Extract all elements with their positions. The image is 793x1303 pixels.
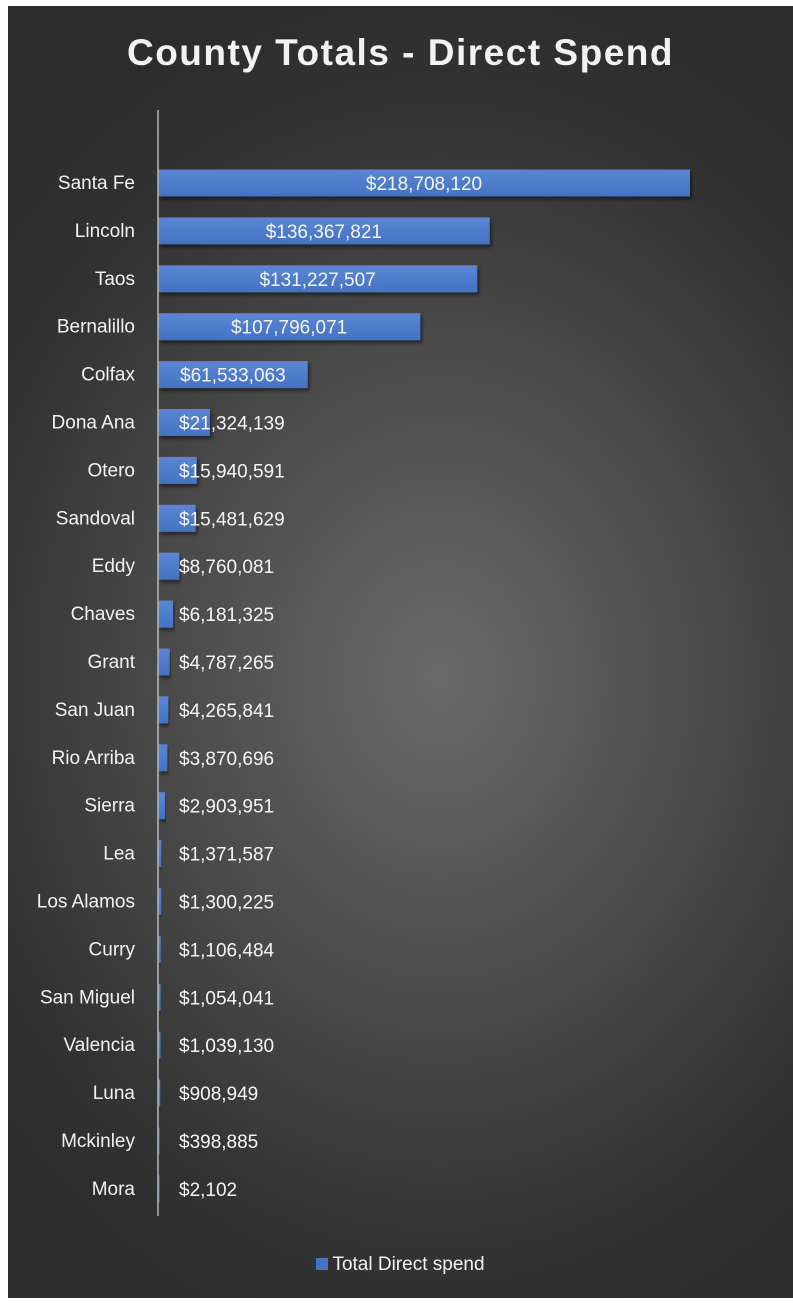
bar	[158, 217, 490, 245]
data-label: $15,940,591	[179, 461, 285, 482]
data-label: $21,324,139	[179, 414, 285, 435]
chart-area: County Totals - Direct Spend Santa Fe $21…	[8, 6, 793, 1298]
bar	[158, 935, 161, 963]
bar	[158, 1031, 161, 1059]
category-label: Valencia	[64, 1035, 136, 1056]
category-label: Colfax	[81, 365, 135, 386]
category-label: Rio Arriba	[52, 748, 136, 769]
category-label: Otero	[87, 460, 135, 481]
category-label: Lea	[103, 844, 135, 865]
category-label: Santa Fe	[58, 173, 135, 194]
bar	[158, 265, 478, 293]
bar	[158, 169, 690, 197]
category-label: Grant	[87, 652, 135, 673]
category-label: Chaves	[71, 604, 135, 625]
bar	[158, 600, 174, 628]
data-label: $107,796,071	[231, 318, 347, 339]
category-label: Mckinley	[61, 1131, 135, 1152]
bar	[158, 983, 161, 1011]
data-label: $4,787,265	[179, 653, 274, 674]
category-label: San Juan	[55, 700, 135, 721]
data-label: $15,481,629	[179, 509, 285, 530]
bar	[158, 552, 180, 580]
legend: Total Direct spend	[8, 1254, 793, 1276]
bar	[158, 1079, 161, 1107]
data-label: $1,039,130	[179, 1036, 274, 1057]
category-label: San Miguel	[40, 987, 135, 1008]
data-label: $1,106,484	[179, 940, 275, 961]
chart-title: County Totals - Direct Spend	[126, 32, 674, 73]
data-label: $908,949	[179, 1084, 258, 1105]
data-label: $1,300,225	[179, 893, 274, 914]
legend-swatch	[316, 1258, 329, 1270]
category-label: Eddy	[92, 556, 136, 577]
data-label: $2,903,951	[179, 797, 274, 818]
data-label: $136,367,821	[266, 222, 382, 243]
bar	[158, 409, 210, 436]
data-label: $4,265,841	[179, 701, 274, 722]
data-label: $398,885	[179, 1132, 258, 1153]
category-label: Los Alamos	[37, 892, 135, 913]
category-label: Luna	[93, 1083, 136, 1104]
category-label: Sandoval	[56, 508, 135, 529]
bar	[158, 840, 162, 868]
bar	[158, 456, 197, 484]
data-label: $2,102	[179, 1180, 237, 1201]
data-label: $1,371,587	[179, 845, 274, 866]
data-label: $61,533,063	[180, 366, 286, 387]
plot-area: Santa Fe $218,708,120 Lincoln $136,367,821 T…	[37, 110, 690, 1216]
data-label: $6,181,325	[179, 605, 274, 626]
data-label: $131,227,507	[259, 270, 375, 291]
category-label: Dona Ana	[52, 413, 136, 434]
category-label: Bernalillo	[57, 317, 135, 338]
bar	[158, 792, 166, 820]
category-label: Curry	[89, 939, 136, 960]
bar	[158, 313, 421, 341]
legend-label: Total Direct spend	[332, 1254, 485, 1275]
category-label: Sierra	[84, 796, 135, 817]
category-label: Taos	[95, 269, 135, 290]
bar	[158, 696, 169, 724]
category-label: Lincoln	[75, 221, 135, 242]
bar	[158, 888, 162, 915]
data-label: $8,760,081	[179, 557, 274, 578]
bar	[158, 361, 308, 389]
data-label: $3,870,696	[179, 749, 274, 770]
data-label: $218,708,120	[366, 174, 482, 195]
bar	[158, 744, 168, 772]
category-label: Mora	[92, 1179, 136, 1200]
bar	[158, 504, 196, 532]
data-label: $1,054,041	[179, 988, 274, 1009]
bar	[158, 648, 170, 676]
